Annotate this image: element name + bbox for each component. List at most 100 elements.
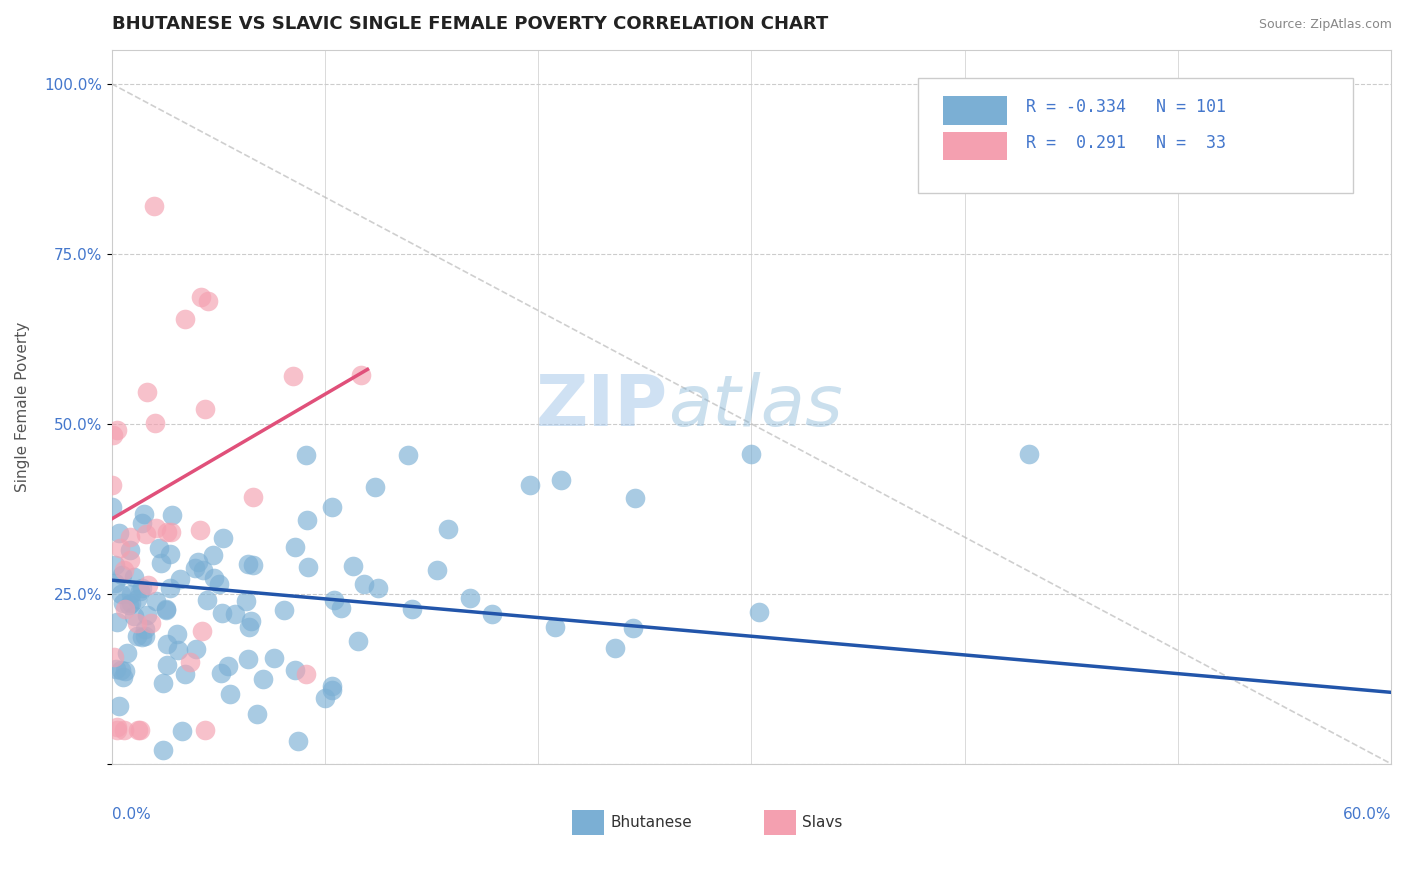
Bhutanese	[124, 570, 146, 584]
Bhutanese	[252, 672, 274, 686]
Bhutanese	[131, 630, 153, 644]
Bhutanese	[287, 733, 309, 747]
Slavs	[145, 521, 167, 535]
Slavs	[349, 368, 371, 382]
Bhutanese	[125, 591, 148, 606]
Bhutanese	[149, 556, 172, 570]
Bhutanese	[426, 563, 449, 577]
Text: Slavs: Slavs	[803, 814, 842, 830]
Bhutanese	[122, 609, 145, 624]
Bhutanese	[110, 663, 132, 677]
Text: 60.0%: 60.0%	[1343, 806, 1391, 822]
Slavs	[179, 655, 201, 669]
Slavs	[103, 427, 125, 442]
Bhutanese	[166, 627, 188, 641]
Bhutanese	[156, 637, 179, 651]
Text: R =  0.291   N =  33: R = 0.291 N = 33	[1026, 134, 1226, 152]
Bhutanese	[224, 607, 246, 622]
Bhutanese	[235, 593, 257, 607]
Bhutanese	[550, 473, 572, 487]
Slavs	[194, 723, 217, 737]
Y-axis label: Single Female Poverty: Single Female Poverty	[15, 322, 30, 491]
Bhutanese	[519, 478, 541, 492]
Bhutanese	[104, 558, 127, 572]
Bhutanese	[603, 641, 626, 656]
Text: Source: ZipAtlas.com: Source: ZipAtlas.com	[1258, 18, 1392, 31]
Slavs	[105, 423, 128, 437]
Text: BHUTANESE VS SLAVIC SINGLE FEMALE POVERTY CORRELATION CHART: BHUTANESE VS SLAVIC SINGLE FEMALE POVERT…	[111, 15, 828, 33]
Bhutanese	[152, 676, 174, 690]
Bhutanese	[191, 563, 214, 577]
Slavs	[136, 384, 159, 399]
Bhutanese	[544, 620, 567, 634]
Bhutanese	[187, 555, 209, 569]
Bhutanese	[238, 620, 260, 634]
Bhutanese	[740, 447, 762, 461]
Bhutanese	[155, 602, 177, 616]
Bhutanese	[321, 683, 343, 698]
Bhutanese	[323, 593, 346, 607]
Bhutanese	[481, 607, 503, 621]
Slavs	[281, 369, 304, 384]
Bhutanese	[136, 608, 159, 623]
Bhutanese	[131, 516, 153, 531]
Bhutanese	[125, 629, 148, 643]
Bhutanese	[115, 646, 138, 660]
Bhutanese	[364, 480, 387, 494]
Bhutanese	[155, 603, 177, 617]
Bhutanese	[167, 643, 190, 657]
Slavs	[135, 527, 157, 541]
Slavs	[143, 417, 166, 431]
Bhutanese	[236, 557, 259, 571]
Bhutanese	[623, 491, 645, 505]
Text: Bhutanese: Bhutanese	[610, 814, 692, 830]
Bhutanese	[458, 591, 481, 605]
Bhutanese	[218, 686, 240, 700]
Slavs	[118, 553, 141, 567]
Slavs	[188, 524, 211, 538]
Slavs	[127, 723, 149, 737]
Bhutanese	[242, 558, 264, 572]
Text: 0.0%: 0.0%	[111, 806, 150, 822]
Slavs	[120, 530, 142, 544]
Bhutanese	[263, 651, 285, 665]
Bhutanese	[110, 587, 132, 601]
Bhutanese	[297, 559, 319, 574]
Bhutanese	[120, 596, 142, 610]
Bhutanese	[134, 622, 156, 636]
Bhutanese	[202, 548, 225, 562]
Bhutanese	[621, 621, 644, 635]
Slavs	[125, 616, 148, 631]
Bhutanese	[169, 572, 191, 586]
Bhutanese	[148, 541, 170, 556]
Slavs	[295, 667, 318, 681]
Bhutanese	[145, 593, 167, 607]
Bhutanese	[401, 602, 423, 616]
Text: R = -0.334   N = 101: R = -0.334 N = 101	[1026, 98, 1226, 116]
FancyBboxPatch shape	[918, 78, 1353, 193]
Slavs	[160, 524, 183, 539]
Bar	[943, 96, 1007, 125]
Bhutanese	[195, 593, 218, 607]
Bhutanese	[118, 599, 141, 613]
Bhutanese	[107, 698, 129, 713]
Bhutanese	[295, 513, 318, 527]
Bhutanese	[111, 568, 134, 582]
Slavs	[143, 199, 166, 213]
Bhutanese	[184, 641, 207, 656]
Bhutanese	[159, 548, 181, 562]
Bar	[572, 810, 605, 835]
Bhutanese	[134, 629, 156, 643]
Bhutanese	[101, 500, 124, 515]
Slavs	[103, 649, 125, 664]
Bhutanese	[314, 690, 336, 705]
Bhutanese	[107, 526, 129, 541]
Bhutanese	[295, 448, 318, 462]
Slavs	[101, 478, 124, 492]
Bhutanese	[208, 576, 231, 591]
Bhutanese	[114, 664, 136, 678]
Slavs	[128, 723, 150, 737]
Bhutanese	[273, 602, 295, 616]
Bhutanese	[104, 576, 127, 591]
Bhutanese	[105, 615, 128, 630]
